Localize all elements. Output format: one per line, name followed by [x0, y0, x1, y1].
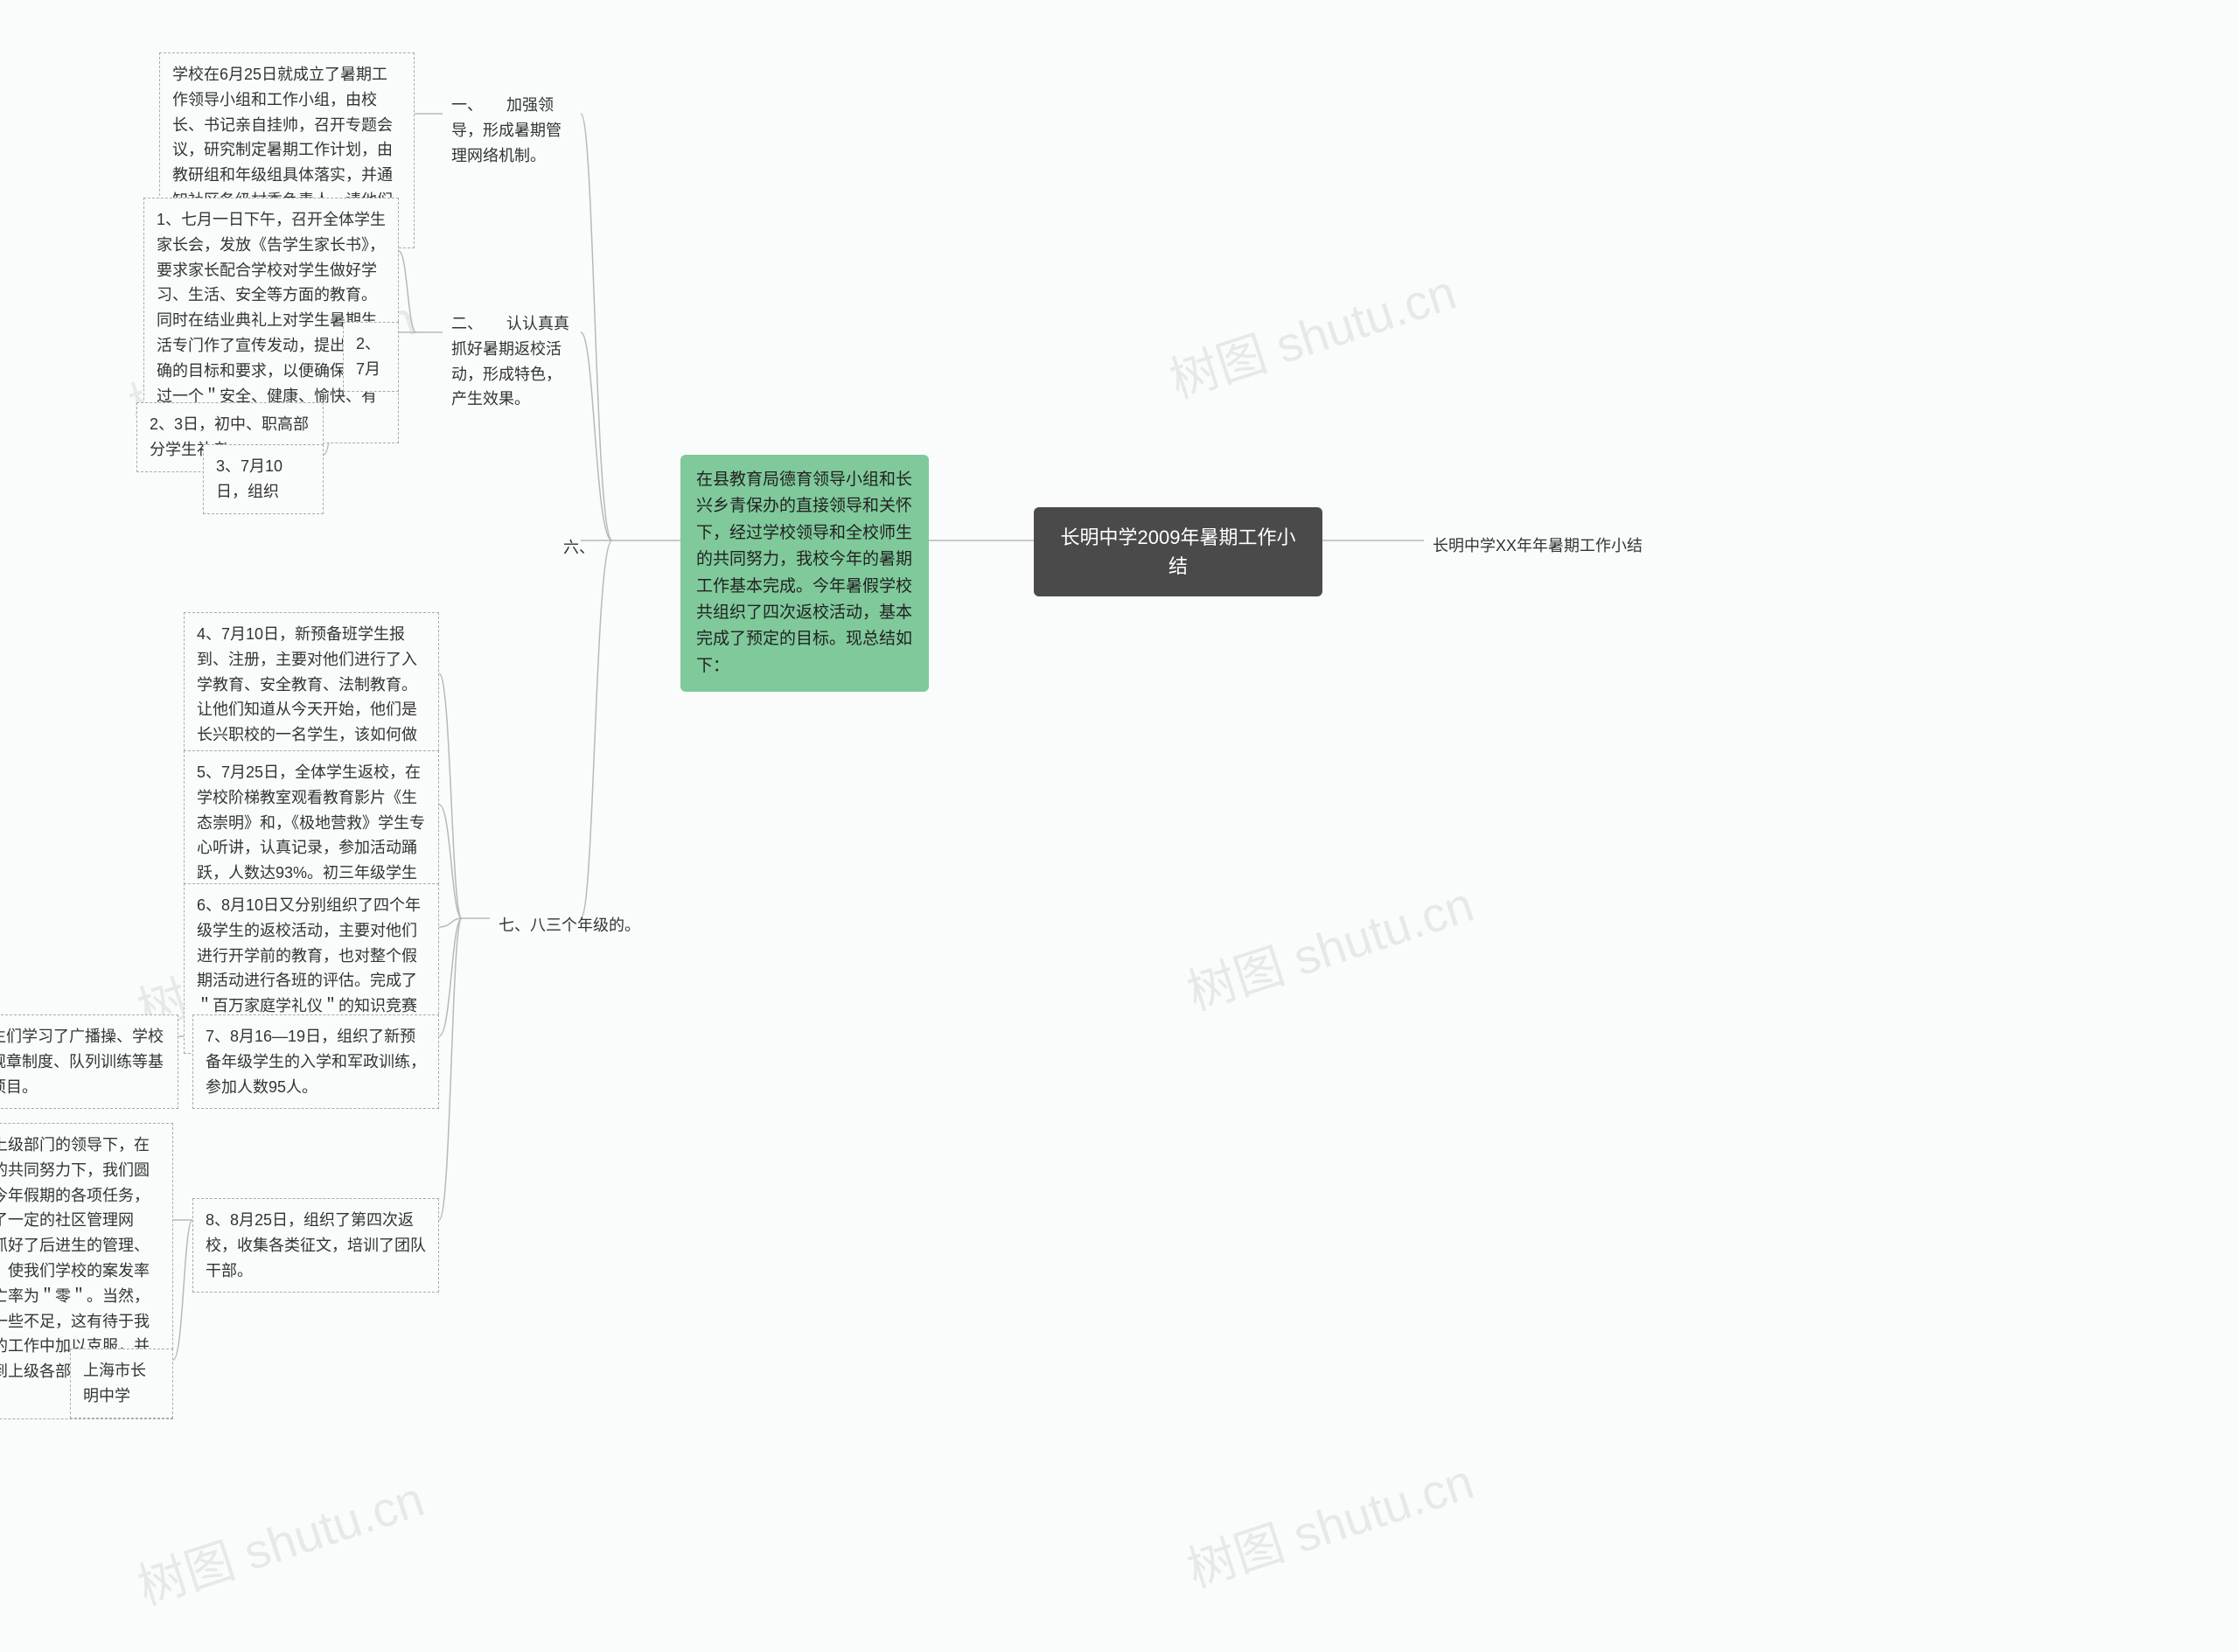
branch-78-item-7: 7、8月16—19日，组织了新预备年级学生的入学和军政训练，参加人数95人。: [192, 1014, 439, 1109]
branch-78-item-8: 8、8月25日，组织了第四次返校，收集各类征文，培训了团队干部。: [192, 1198, 439, 1293]
branch-2-label: 二、 认认真真抓好暑期返校活动，形成特色，产生效果。: [443, 306, 581, 417]
branch-2-item-2: 2、7月: [343, 322, 399, 392]
root-title: 长明中学2009年暑期工作小结: [1061, 526, 1296, 577]
watermark: 树图 shutu.cn: [1160, 254, 1464, 413]
branch-1-label: 一、 加强领导，形成暑期管理网络机制。: [443, 87, 581, 173]
watermark: 树图 shutu.cn: [1177, 1443, 1482, 1602]
branch-78-item-8b: 上海市长明中学: [70, 1349, 173, 1418]
branch-78-item-7a: 学生们学习了广播操、学校的规章制度、队列训练等基本项目。: [0, 1014, 178, 1109]
branch-2-item-2b: 3、7月10日，组织: [203, 444, 324, 514]
root-node: 长明中学2009年暑期工作小结: [1034, 507, 1322, 596]
watermark: 树图 shutu.cn: [1177, 866, 1482, 1025]
right-subtitle: 长明中学XX年年暑期工作小结: [1424, 528, 1651, 564]
branch-78-label: 七、八三个年级的。: [490, 908, 649, 944]
branch-6-label: 六、: [555, 530, 603, 566]
intro-node: 在县教育局德育领导小组和长兴乡青保办的直接领导和关怀下，经过学校领导和全校师生的…: [680, 455, 929, 692]
watermark: 树图 shutu.cn: [128, 1460, 432, 1620]
